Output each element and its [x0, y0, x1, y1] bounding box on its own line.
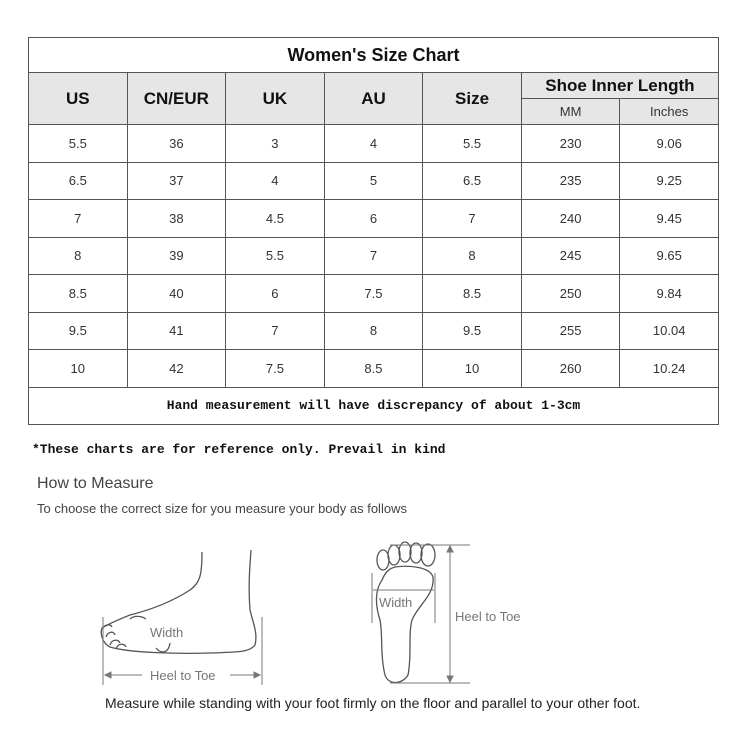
side-length-label: Heel to Toe [150, 668, 216, 683]
header-mm: MM [520, 98, 621, 125]
cell-inches: 9.45 [619, 199, 719, 238]
cell-uk: 6 [225, 274, 325, 313]
cell-us: 5.5 [28, 124, 128, 163]
cell-cn-eur: 36 [126, 124, 227, 163]
table-row: 9.5 41 7 8 9.5 255 10.04 [28, 311, 719, 350]
cell-uk: 4.5 [225, 199, 325, 238]
cell-us: 6.5 [28, 161, 128, 200]
table-row: 6.5 37 4 5 6.5 235 9.25 [28, 161, 719, 200]
cell-mm: 255 [520, 311, 621, 350]
sole-dimension-lines [371, 544, 470, 684]
cell-us: 10 [28, 349, 128, 388]
header-cn-eur: CN/EUR [126, 72, 227, 125]
how-to-measure-title: How to Measure [37, 475, 154, 492]
cell-au: 7 [323, 236, 424, 275]
header-us: US [28, 72, 128, 125]
table-row: 10 42 7.5 8.5 10 260 10.24 [28, 349, 719, 388]
cell-inches: 9.84 [619, 274, 719, 313]
cell-au: 5 [323, 161, 424, 200]
cell-mm: 250 [520, 274, 621, 313]
cell-uk: 3 [225, 124, 325, 163]
sole-length-label: Heel to Toe [455, 609, 521, 624]
cell-au: 8 [323, 311, 424, 350]
foot-measurement-illustration: Width Heel to Toe Width Heel to Toe [100, 541, 521, 685]
cell-uk: 7.5 [225, 349, 325, 388]
side-width-label: Width [150, 625, 183, 640]
measure-caption: Measure while standing with your foot fi… [105, 695, 641, 711]
cell-inches: 9.25 [619, 161, 719, 200]
size-chart-table: Women's Size Chart US CN/EUR UK AU Size … [28, 37, 720, 425]
header-au: AU [323, 72, 424, 125]
sole-drawing [375, 541, 436, 684]
cell-size: 6.5 [422, 161, 522, 200]
cell-cn-eur: 41 [126, 311, 227, 350]
cell-us: 7 [28, 199, 128, 238]
cell-mm: 230 [520, 124, 621, 163]
table-row: 5.5 36 3 4 5.5 230 9.06 [28, 124, 719, 163]
cell-cn-eur: 39 [126, 236, 227, 275]
header-shoe-inner-length: Shoe Inner Length [520, 72, 720, 99]
table-row: 8 39 5.5 7 8 245 9.65 [28, 236, 719, 275]
cell-uk: 4 [225, 161, 325, 200]
side-foot-drawing [100, 549, 257, 654]
table-row: 7 38 4.5 6 7 240 9.45 [28, 199, 719, 238]
cell-au: 8.5 [323, 349, 424, 388]
cell-mm: 245 [520, 236, 621, 275]
cell-mm: 260 [520, 349, 621, 388]
side-foot-dimension-lines [102, 617, 263, 685]
chart-footer-note: Hand measurement will have discrepancy o… [28, 386, 719, 425]
reference-note: *These charts are for reference only. Pr… [32, 442, 446, 457]
cell-inches: 9.06 [619, 124, 719, 163]
cell-cn-eur: 38 [126, 199, 227, 238]
cell-mm: 240 [520, 199, 621, 238]
cell-us: 8 [28, 236, 128, 275]
header-uk: UK [225, 72, 325, 125]
cell-size: 9.5 [422, 311, 522, 350]
chart-title: Women's Size Chart [28, 37, 719, 73]
sole-width-label: Width [379, 595, 412, 610]
cell-uk: 5.5 [225, 236, 325, 275]
cell-cn-eur: 42 [126, 349, 227, 388]
how-to-measure-subtitle: To choose the correct size for you measu… [37, 501, 407, 516]
cell-size: 8.5 [422, 274, 522, 313]
cell-au: 7.5 [323, 274, 424, 313]
cell-mm: 235 [520, 161, 621, 200]
cell-uk: 7 [225, 311, 325, 350]
cell-inches: 10.04 [619, 311, 719, 350]
cell-us: 8.5 [28, 274, 128, 313]
cell-size: 7 [422, 199, 522, 238]
cell-cn-eur: 37 [126, 161, 227, 200]
cell-us: 9.5 [28, 311, 128, 350]
header-size: Size [422, 72, 522, 125]
cell-inches: 9.65 [619, 236, 719, 275]
header-inches: Inches [619, 98, 719, 125]
cell-au: 6 [323, 199, 424, 238]
cell-size: 8 [422, 236, 522, 275]
cell-inches: 10.24 [619, 349, 719, 388]
cell-size: 10 [422, 349, 522, 388]
table-row: 8.5 40 6 7.5 8.5 250 9.84 [28, 274, 719, 313]
cell-cn-eur: 40 [126, 274, 227, 313]
cell-au: 4 [323, 124, 424, 163]
cell-size: 5.5 [422, 124, 522, 163]
